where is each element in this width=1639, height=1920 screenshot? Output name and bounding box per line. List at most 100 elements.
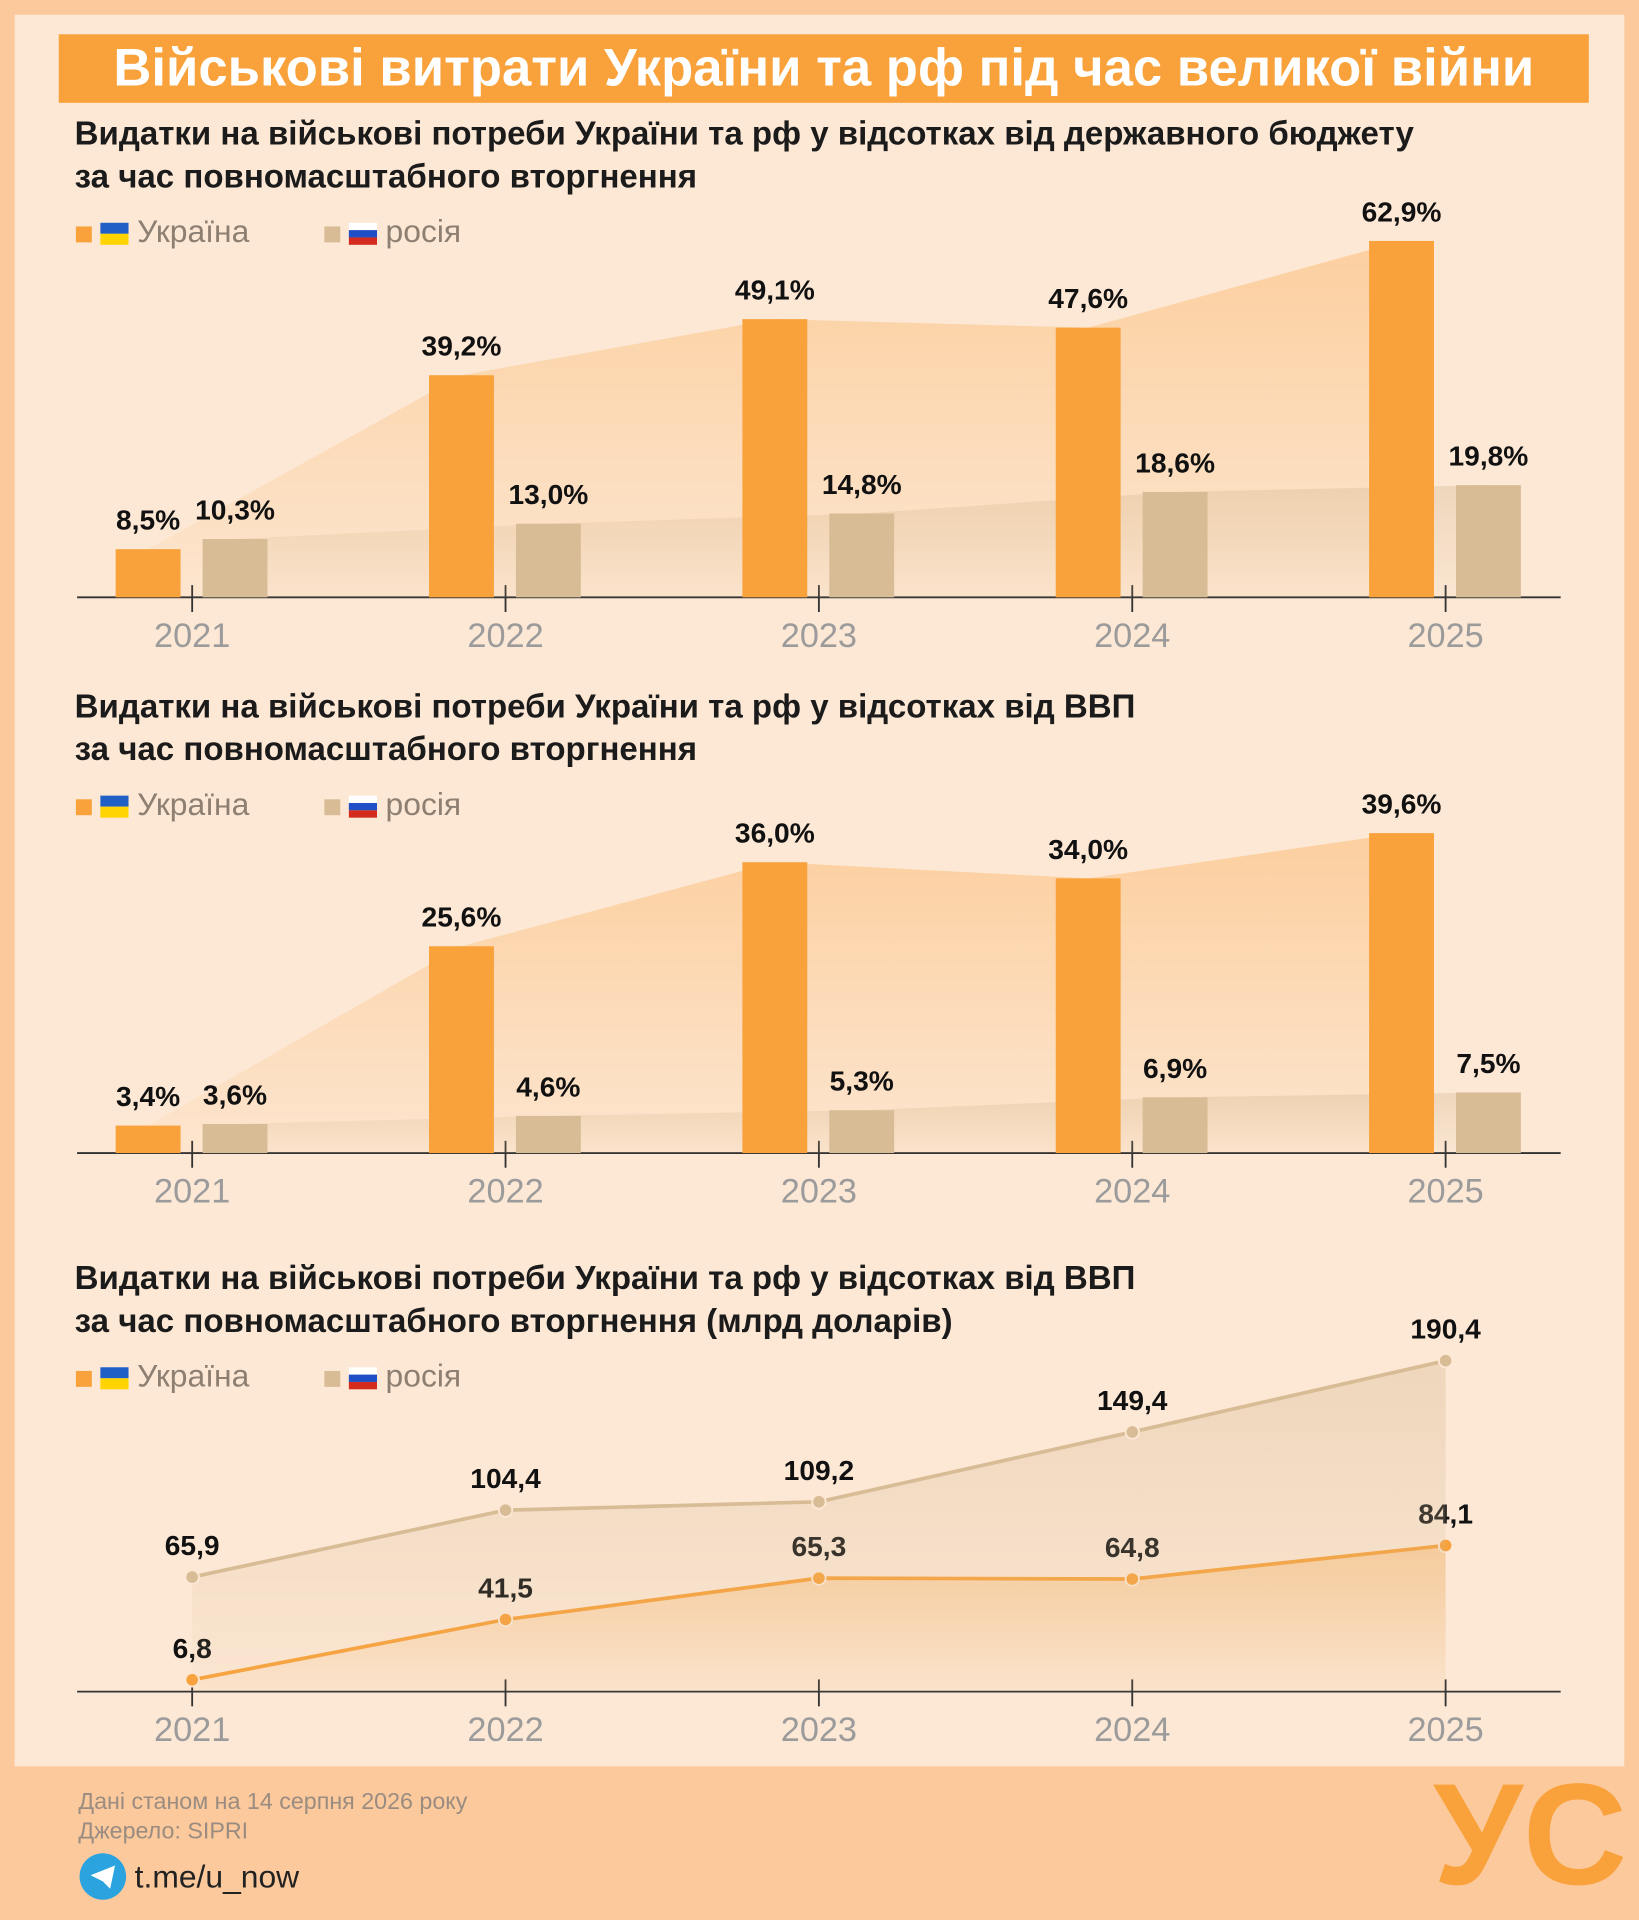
value-label: 3,4%: [116, 1081, 180, 1112]
x-tick-label: 2024: [1094, 1172, 1170, 1210]
chart-title: Видатки на військові потреби України та …: [74, 115, 1414, 195]
flag: [100, 222, 129, 234]
flag: [348, 810, 378, 818]
point: [811, 1494, 827, 1510]
legend-swatch: [75, 226, 92, 243]
x-tick-label: 2021: [154, 617, 230, 655]
x-tick-label: 2022: [467, 1711, 543, 1749]
legend-swatch: [75, 1370, 92, 1387]
value-label: 190,4: [1410, 1314, 1481, 1345]
source-note: Джерело: SIPRI: [78, 1818, 249, 1845]
point: [497, 1502, 514, 1518]
value-label: 8,5%: [116, 505, 180, 536]
x-tick-label: 2025: [1407, 1711, 1483, 1749]
area: [192, 1360, 1446, 1692]
value-label: 6,9%: [1143, 1053, 1207, 1084]
legend-swatch: [324, 1370, 341, 1387]
value-label: 149,4: [1097, 1385, 1168, 1416]
bar: [1369, 240, 1434, 598]
flag: [100, 1367, 129, 1379]
telegram-link[interactable]: t.me/u_now: [134, 1858, 300, 1895]
value-label: 19,8%: [1449, 441, 1529, 472]
telegram-plane: [90, 1865, 116, 1889]
chart-title: Видатки на військові потреби України та …: [74, 687, 1136, 768]
flag: [100, 795, 129, 807]
x-tick-label: 2021: [154, 1711, 230, 1749]
x-tick-label: 2023: [781, 1711, 857, 1749]
bar: [202, 1123, 268, 1154]
x-tick-label: 2022: [467, 1172, 543, 1210]
point: [184, 1569, 200, 1585]
point: [1124, 1424, 1140, 1440]
value-label: 62,9%: [1362, 196, 1442, 227]
value-label: 18,6%: [1135, 447, 1215, 478]
value-label: 65,9: [165, 1530, 220, 1561]
legend-label: Україна: [137, 786, 249, 822]
value-label: 14,8%: [822, 469, 902, 500]
value-label: 49,1%: [735, 275, 815, 306]
flag: [348, 802, 378, 811]
legend-swatch: [324, 226, 341, 243]
bar: [1055, 327, 1121, 598]
x-tick-label: 2025: [1407, 617, 1483, 655]
x-tick-label: 2024: [1094, 1711, 1170, 1749]
value-label: 4,6%: [516, 1071, 580, 1102]
logo: УС: [1433, 1753, 1627, 1915]
legend-label: Україна: [137, 213, 249, 249]
bar: [1142, 491, 1208, 598]
bar: [1369, 833, 1434, 1154]
flag: [100, 1378, 129, 1390]
chart-title: Видатки на військові потреби України та …: [74, 1259, 1136, 1340]
legend-swatch: [324, 799, 341, 816]
point: [1437, 1353, 1454, 1369]
bar: [1142, 1097, 1208, 1154]
bar: [742, 319, 808, 598]
value-label: 39,6%: [1362, 789, 1442, 820]
legend-label: росія: [386, 1358, 462, 1394]
x-tick-label: 2025: [1407, 1172, 1483, 1210]
x-tick-label: 2023: [781, 1172, 857, 1210]
bar: [429, 946, 494, 1154]
value-label: 3,6%: [203, 1079, 267, 1110]
value-label: 25,6%: [422, 902, 502, 933]
x-tick-label: 2024: [1094, 617, 1170, 655]
bar: [1456, 485, 1521, 598]
value-label: 109,2: [784, 1455, 854, 1486]
flag: [348, 1367, 378, 1375]
value-label: 47,6%: [1048, 283, 1128, 314]
bar: [515, 523, 581, 598]
value-label: 34,0%: [1048, 834, 1128, 865]
bar: [115, 549, 181, 598]
bar: [202, 538, 268, 598]
bar: [742, 862, 808, 1154]
flag: [348, 222, 378, 231]
legend-swatch: [75, 799, 92, 816]
value-label: 36,0%: [735, 818, 815, 849]
legend-label: росія: [386, 786, 462, 822]
legend-label: Україна: [137, 1358, 249, 1394]
flag: [100, 806, 129, 818]
value-label: 39,2%: [422, 331, 502, 362]
page-title: Військові витрати України та рф під час …: [58, 34, 1589, 103]
flag: [348, 230, 378, 238]
bar: [429, 375, 494, 598]
value-label: 10,3%: [195, 494, 275, 525]
bar: [829, 1110, 895, 1154]
bar: [115, 1125, 181, 1154]
bar: [1456, 1092, 1521, 1154]
x-tick-label: 2021: [154, 1172, 230, 1210]
flag: [348, 1381, 378, 1390]
flag: [348, 795, 378, 803]
value-label: 5,3%: [830, 1066, 894, 1097]
date-note: Дані станом на 14 серпня 2026 року: [78, 1789, 468, 1816]
flag: [348, 1374, 378, 1382]
bar: [515, 1115, 581, 1154]
value-label: 104,4: [470, 1463, 541, 1494]
x-tick-label: 2023: [781, 617, 857, 655]
legend-label: росія: [386, 213, 462, 249]
bar: [829, 513, 895, 598]
flag: [348, 237, 378, 245]
flag: [100, 233, 129, 245]
